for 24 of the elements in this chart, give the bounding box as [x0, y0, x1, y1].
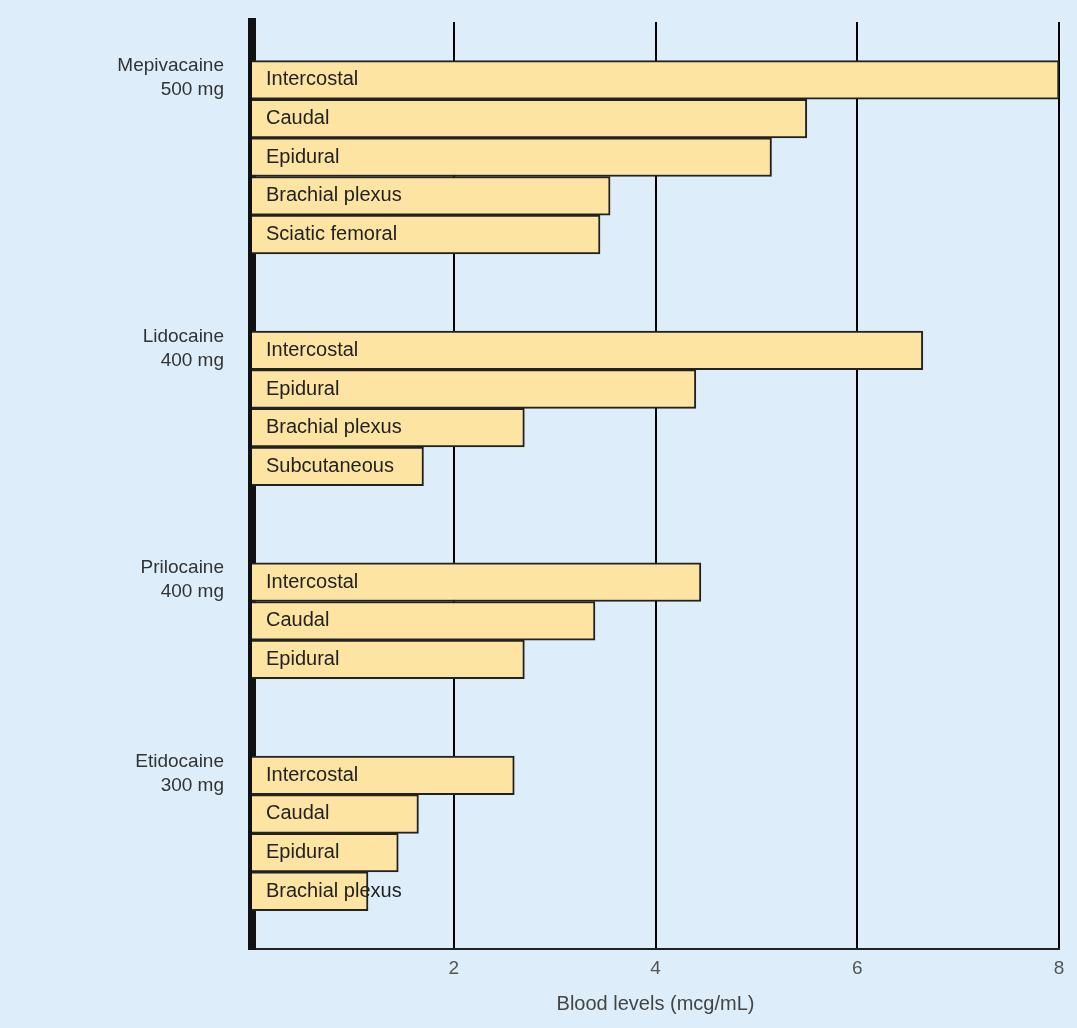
- y-tick-label: Intercostal: [266, 337, 359, 360]
- text: Etidocaine 300 mg: [135, 749, 224, 795]
- y-tick-label: Subcutaneous: [266, 453, 394, 476]
- y-tick-label: Caudal: [266, 608, 330, 631]
- y-tick-label: Caudal: [266, 106, 330, 129]
- y-tick-label: Intercostal: [266, 67, 359, 90]
- text: Lidocaine 400 mg: [142, 324, 224, 370]
- x-tick-label: 2: [448, 956, 460, 978]
- y-tick-label: Sciatic femoral: [266, 222, 398, 244]
- y-tick-label: Caudal: [266, 801, 330, 824]
- x-tick-label: 6: [851, 956, 863, 978]
- y-tick-label: Brachial plexus: [266, 415, 402, 438]
- y-tick-label: Epidural: [266, 144, 340, 167]
- y-tick-label: Brachial plexus: [266, 183, 402, 206]
- y-tick-label: Epidural: [266, 840, 340, 863]
- y-tick-label: Epidural: [266, 376, 340, 399]
- y-tick-label: Intercostal: [266, 569, 359, 592]
- y-tick-label: Intercostal: [266, 762, 359, 785]
- x-axis-title: Blood levels (mcg/mL): [556, 991, 755, 1014]
- text: Prilocaine 400 mg: [140, 556, 224, 602]
- x-tick-label: 4: [650, 956, 662, 978]
- x-tick-label: 8: [1053, 956, 1065, 978]
- text: Mepivacaine 500 mg: [117, 54, 224, 100]
- y-tick-label: Epidural: [266, 646, 340, 669]
